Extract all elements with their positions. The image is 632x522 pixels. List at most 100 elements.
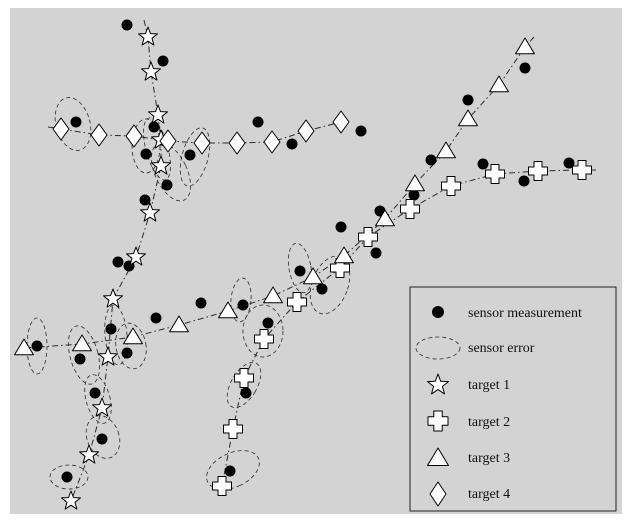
target-1-star-marker — [140, 202, 160, 222]
sensor-error-ellipse — [131, 118, 161, 174]
target-4-diamond-marker — [125, 124, 143, 148]
sensor-measurement-dot — [519, 62, 531, 74]
sensor-measurements — [31, 19, 575, 483]
sensor-error-ellipse — [68, 325, 100, 385]
target-1-star-marker — [151, 155, 171, 175]
target-3-triangle-marker — [14, 338, 34, 356]
sensor-measurement-dot — [240, 387, 252, 399]
sensor-measurement-dot — [121, 347, 133, 359]
sensor-error-ellipse — [54, 97, 92, 151]
target-1-star-marker — [98, 346, 118, 366]
target-1-star-marker — [141, 61, 161, 81]
target-2-cross-marker — [212, 476, 232, 496]
legend-label-sensor-measurement: sensor measurement — [468, 306, 582, 321]
target-2-cross-marker — [441, 176, 461, 196]
target-3-triangle-marker — [303, 267, 323, 285]
legend-diamond-icon — [429, 481, 447, 507]
legend-label-sensor-error: sensor error — [468, 341, 535, 356]
target-4-diamond-marker — [90, 123, 108, 147]
sensor-error-ellipse — [230, 277, 252, 323]
sensor-error-ellipse — [84, 374, 112, 424]
legend-star-icon — [427, 373, 449, 395]
legend-label-target-4: target 4 — [468, 487, 510, 502]
target-2-cross-marker — [254, 329, 274, 349]
sensor-measurement-dot — [335, 221, 347, 233]
target-3-triangle-marker — [169, 315, 189, 333]
target-3-triangle-marker — [489, 75, 509, 93]
legend-icons — [415, 306, 461, 507]
target-3-triangle-marker — [515, 37, 535, 55]
target-2-cross-marker — [234, 368, 254, 388]
sensor-measurement-dot — [252, 116, 264, 128]
sensor-error-ellipse — [26, 317, 48, 375]
target-4-diamond-marker — [297, 119, 315, 143]
sensor-error-ellipse — [206, 450, 260, 490]
sensor-measurement-dot — [148, 121, 160, 133]
sensor-measurement-dot — [462, 94, 474, 106]
sensor-measurement-dot — [112, 256, 124, 268]
sensor-measurement-dot — [89, 387, 101, 399]
target-2-cross-marker — [287, 292, 307, 312]
target-2-cross-marker — [330, 258, 350, 278]
target-3-triangle-marker — [263, 286, 283, 304]
target-2-cross-marker — [528, 161, 548, 181]
target-3-triangle-marker — [123, 327, 143, 345]
sensor-error-ellipse — [226, 361, 262, 409]
sensor-measurement-dot — [96, 433, 108, 445]
sensor-error-ellipse — [104, 304, 128, 366]
target-1-star-marker — [148, 104, 168, 124]
legend-label-target-3: target 3 — [468, 451, 510, 466]
sensor-measurement-dot — [286, 138, 298, 150]
sensor-measurement-dot — [74, 353, 86, 365]
target-4-diamond-marker — [52, 117, 70, 141]
target-2-cross-marker — [572, 160, 592, 180]
sensor-error-ellipse — [85, 415, 121, 459]
target-1-star-marker — [138, 26, 158, 46]
target-3-triangle-marker — [375, 209, 395, 227]
target-1-star-marker — [61, 490, 81, 510]
sensor-measurement-dot — [105, 323, 117, 335]
target-4-track — [47, 121, 342, 144]
legend-error-ellipse-icon — [415, 336, 461, 360]
sensor-measurement-dot — [139, 194, 151, 206]
target-1-star-marker — [126, 246, 146, 266]
legend-measurement-icon — [432, 306, 444, 318]
sensor-measurement-dot — [477, 158, 489, 170]
target-4-diamond-marker — [332, 110, 350, 134]
sensor-measurement-dot — [31, 340, 43, 352]
sensor-measurement-dot — [355, 125, 367, 137]
target-1-star-marker — [103, 288, 123, 308]
sensor-error-ellipse — [287, 242, 313, 294]
target-3-triangle-marker — [334, 246, 354, 264]
sensor-measurement-dot — [184, 149, 196, 161]
sensor-measurement-dot — [408, 189, 420, 201]
sensor-measurement-dot — [518, 175, 530, 187]
legend: sensor measurement sensor error target 1… — [409, 286, 617, 512]
target-2-cross-marker — [223, 419, 243, 439]
target-2-cross-marker — [485, 164, 505, 184]
target-1-star-marker — [92, 397, 112, 417]
sensor-measurement-dot — [195, 297, 207, 309]
target-4-diamond-marker — [193, 131, 211, 155]
sensor-measurement-dot — [370, 247, 382, 259]
target-3-track — [23, 36, 535, 349]
target-2-cross-marker — [358, 227, 378, 247]
target-3-triangle-marker — [405, 174, 425, 192]
sensor-error-ellipse — [49, 464, 89, 490]
target-4-diamond-marker — [228, 131, 246, 155]
target-3-triangle-marker — [218, 301, 238, 319]
sensor-measurement-dot — [316, 283, 328, 295]
sensor-measurement-dot — [140, 148, 152, 160]
sensor-measurement-dot — [237, 299, 249, 311]
sensor-measurement-dot — [563, 157, 575, 169]
target-1-star-marker — [79, 444, 99, 464]
sensor-measurement-dot — [70, 116, 82, 128]
target-3-triangle-marker — [72, 334, 92, 352]
sensor-measurement-dot — [161, 179, 173, 191]
legend-triangle-icon — [427, 447, 449, 466]
target-markers — [14, 26, 592, 510]
sensor-measurement-dot — [121, 19, 133, 31]
sensor-measurement-dot — [150, 312, 162, 324]
sensor-measurement-dot — [224, 465, 236, 477]
